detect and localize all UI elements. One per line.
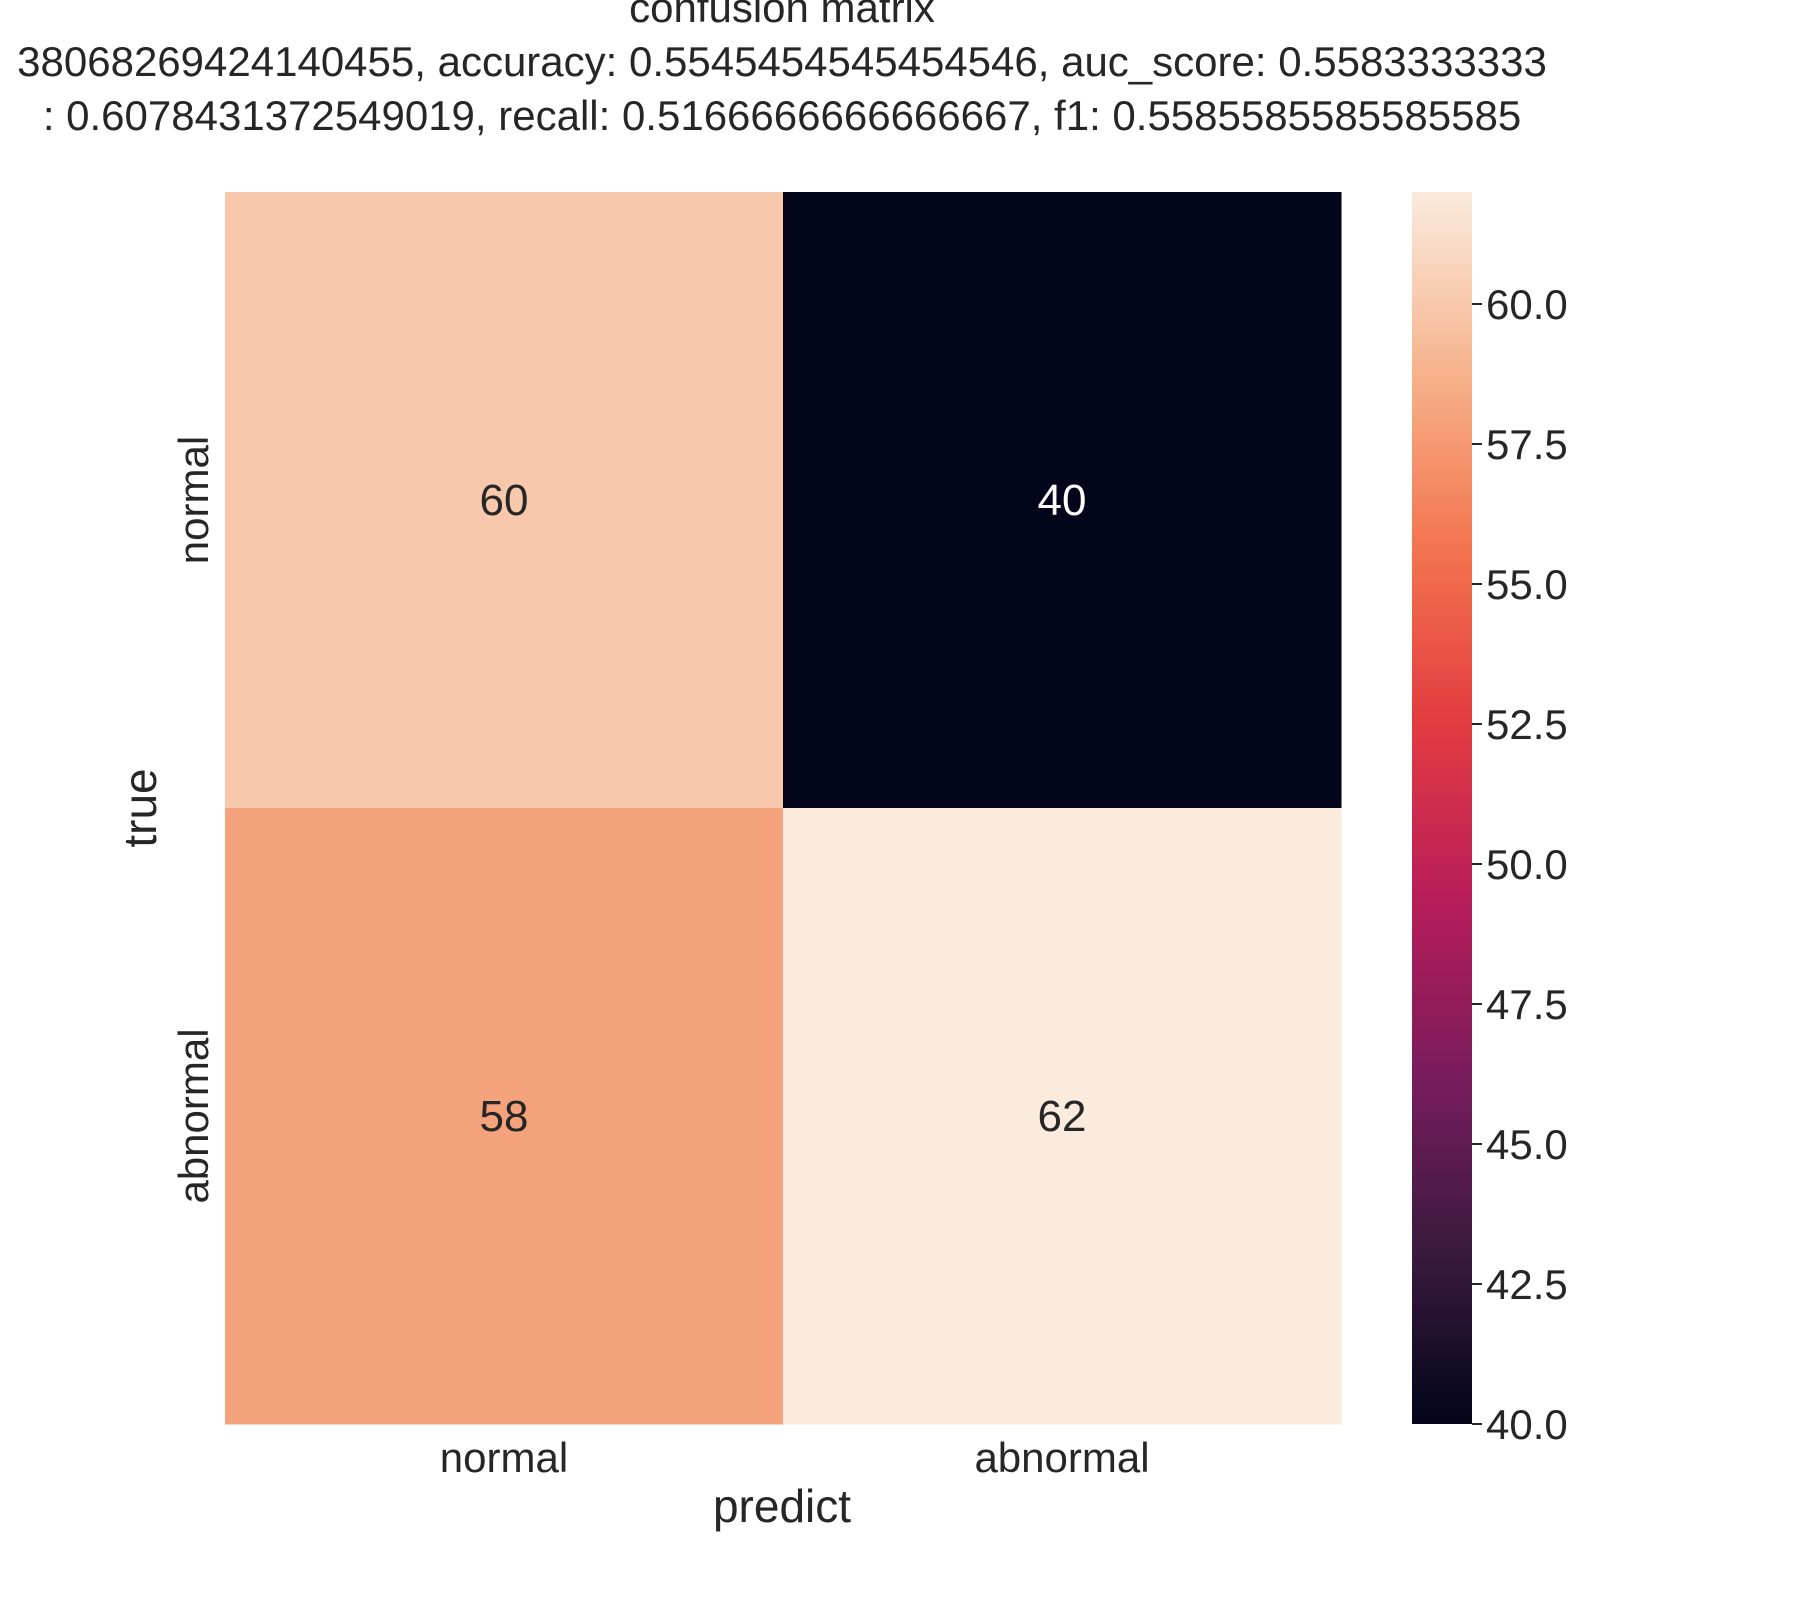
colorbar-tick-label: 57.5 [1486, 421, 1568, 468]
cell-value-label: 62 [1038, 1092, 1087, 1141]
cell-value-label: 40 [1038, 476, 1087, 525]
x-tick-label: abnormal [974, 1434, 1149, 1481]
heatmap-cell-labels: 60 40 58 62 [480, 476, 1087, 1141]
colorbar-tick-label: 40.0 [1486, 1401, 1568, 1448]
heatmap-cell [225, 808, 784, 1425]
cell-value-label: 58 [480, 1092, 529, 1141]
y-tick-label: abnormal [170, 1028, 217, 1203]
colorbar-tick-label: 42.5 [1486, 1261, 1568, 1308]
colorbar-tick-label: 60.0 [1486, 281, 1568, 328]
x-axis-label: predict [713, 1480, 851, 1532]
chart-title-line: 38068269424140455, accuracy: 0.554545454… [17, 38, 1547, 85]
chart-title-line: confusion matrix [629, 0, 935, 31]
heatmap-cell [783, 192, 1342, 809]
chart-title: confusion matrix 38068269424140455, accu… [17, 0, 1547, 139]
colorbar [1412, 192, 1472, 1424]
colorbar-tick-label: 47.5 [1486, 981, 1568, 1028]
y-axis-label: true [114, 768, 166, 847]
heatmap-cell [225, 192, 784, 809]
colorbar-ticks: 40.0 42.5 45.0 47.5 50.0 52.5 55.0 57.5 60.0 [1472, 281, 1568, 1448]
y-axis-tick-labels: normal abnormal [170, 436, 217, 1204]
heatmap-cell [783, 808, 1342, 1425]
x-tick-label: normal [440, 1434, 568, 1481]
cell-value-label: 60 [480, 476, 529, 525]
colorbar-tick-label: 45.0 [1486, 1121, 1568, 1168]
colorbar-tick-label: 50.0 [1486, 841, 1568, 888]
y-tick-label: normal [170, 436, 217, 564]
colorbar-tick-label: 55.0 [1486, 561, 1568, 608]
x-axis-tick-labels: normal abnormal [440, 1434, 1150, 1481]
heatmap-cells [225, 192, 1342, 1425]
chart-title-line: : 0.6078431372549019, recall: 0.51666666… [43, 92, 1521, 139]
colorbar-tick-label: 52.5 [1486, 701, 1568, 748]
